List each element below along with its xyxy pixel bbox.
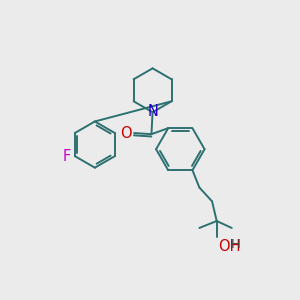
Text: O: O xyxy=(120,125,131,140)
Text: N: N xyxy=(147,103,158,118)
Text: OH: OH xyxy=(218,239,240,254)
Text: H: H xyxy=(231,238,241,251)
Text: F: F xyxy=(62,148,71,164)
